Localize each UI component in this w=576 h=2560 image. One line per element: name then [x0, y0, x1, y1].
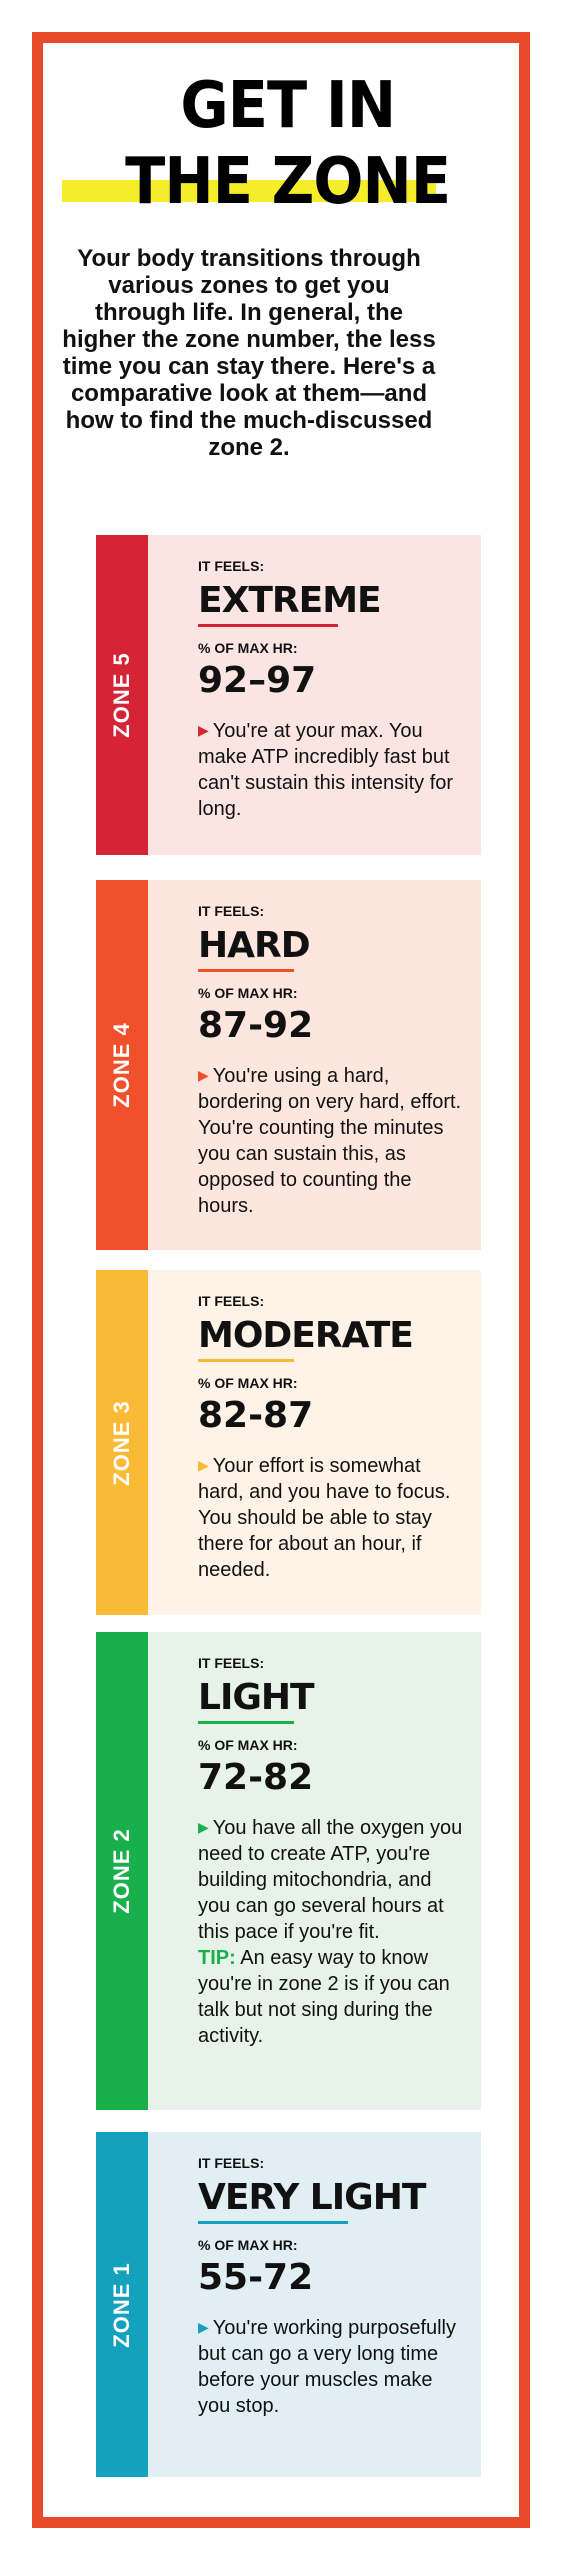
zone-card-4: ZONE 4 IT FEELS: HARD % OF MAX HR: 87-92…	[96, 880, 481, 1250]
hr-range: 55-72	[198, 2257, 314, 2298]
zone-card-5: ZONE 5 IT FEELS: EXTREME % OF MAX HR: 92…	[96, 535, 481, 855]
tip-text: An easy way to know you're in zone 2 is …	[198, 1947, 450, 2047]
title-line-2: THE ZONE	[125, 145, 451, 219]
zone-band-1: ZONE 1	[96, 2132, 148, 2477]
feels-label: IT FEELS:	[198, 1293, 265, 1309]
underline	[198, 2221, 348, 2224]
zone-band-5: ZONE 5	[96, 535, 148, 855]
zone-panel-1: IT FEELS: VERY LIGHT % OF MAX HR: 55-72 …	[148, 2132, 481, 2477]
zone-label-3: ZONE 3	[109, 1399, 134, 1486]
title-block: GET IN THE ZONE	[0, 70, 576, 218]
zone-band-2: ZONE 2	[96, 1632, 148, 2110]
underline	[198, 624, 338, 627]
hr-range: 92–97	[198, 660, 317, 701]
underline	[198, 969, 294, 972]
underline	[198, 1721, 294, 1724]
max-hr-label: % OF MAX HR:	[198, 640, 298, 656]
feel-word: MODERATE	[198, 1315, 414, 1356]
zone-card-2: ZONE 2 IT FEELS: LIGHT % OF MAX HR: 72-8…	[96, 1632, 481, 2110]
zone-panel-4: IT FEELS: HARD % OF MAX HR: 87-92 ▶ You'r…	[148, 880, 481, 1250]
feel-word: LIGHT	[198, 1677, 315, 1718]
hr-range: 72-82	[198, 1757, 314, 1798]
zone-label-4: ZONE 4	[109, 1022, 134, 1108]
title-line-1: GET IN	[180, 69, 397, 143]
triangle-icon: ▶	[198, 722, 209, 738]
zone-panel-5: IT FEELS: EXTREME % OF MAX HR: 92–97 ▶ Yo…	[148, 535, 481, 855]
max-hr-label: % OF MAX HR:	[198, 985, 298, 1001]
max-hr-label: % OF MAX HR:	[198, 1737, 298, 1753]
feel-word: HARD	[198, 925, 311, 966]
hr-range: 87-92	[198, 1005, 314, 1046]
zone-description: ▶ You have all the oxygen you need to cre…	[198, 1814, 467, 2049]
tip-label: TIP:	[198, 1947, 236, 1969]
feels-label: IT FEELS:	[198, 903, 265, 919]
zone-band-3: ZONE 3	[96, 1270, 148, 1615]
intro-paragraph: Your body transitions through various zo…	[62, 245, 436, 461]
triangle-icon: ▶	[198, 1067, 209, 1083]
zone-card-3: ZONE 3 IT FEELS: MODERATE % OF MAX HR: 8…	[96, 1270, 481, 1615]
zone-description: ▶ You're working purposefully but can go …	[198, 2314, 467, 2419]
feel-word: EXTREME	[198, 580, 382, 621]
max-hr-label: % OF MAX HR:	[198, 1375, 298, 1391]
zone-label-2: ZONE 2	[109, 1828, 134, 1914]
title-highlight	[62, 180, 436, 202]
feels-label: IT FEELS:	[198, 1655, 265, 1671]
hr-range: 82-87	[198, 1395, 314, 1436]
triangle-icon: ▶	[198, 1819, 209, 1835]
max-hr-label: % OF MAX HR:	[198, 2237, 298, 2253]
zone-panel-3: IT FEELS: MODERATE % OF MAX HR: 82-87 ▶ Y…	[148, 1270, 481, 1615]
triangle-icon: ▶	[198, 2319, 209, 2335]
zone-label-5: ZONE 5	[109, 652, 134, 738]
feels-label: IT FEELS:	[198, 2155, 265, 2171]
feel-word: VERY LIGHT	[198, 2177, 426, 2218]
zone-description: ▶ You're using a hard, bordering on very …	[198, 1062, 467, 1219]
zone-band-4: ZONE 4	[96, 880, 148, 1250]
zone-card-1: ZONE 1 IT FEELS: VERY LIGHT % OF MAX HR:…	[96, 2132, 481, 2477]
underline	[198, 1359, 294, 1362]
zone-label-1: ZONE 1	[109, 2261, 134, 2348]
zone-description: ▶ Your effort is somewhat hard, and you h…	[198, 1452, 467, 1583]
feels-label: IT FEELS:	[198, 558, 265, 574]
zone-description: ▶ You're at your max. You make ATP incred…	[198, 717, 467, 822]
triangle-icon: ▶	[198, 1457, 209, 1473]
zone-panel-2: IT FEELS: LIGHT % OF MAX HR: 72-82 ▶ You …	[148, 1632, 481, 2110]
